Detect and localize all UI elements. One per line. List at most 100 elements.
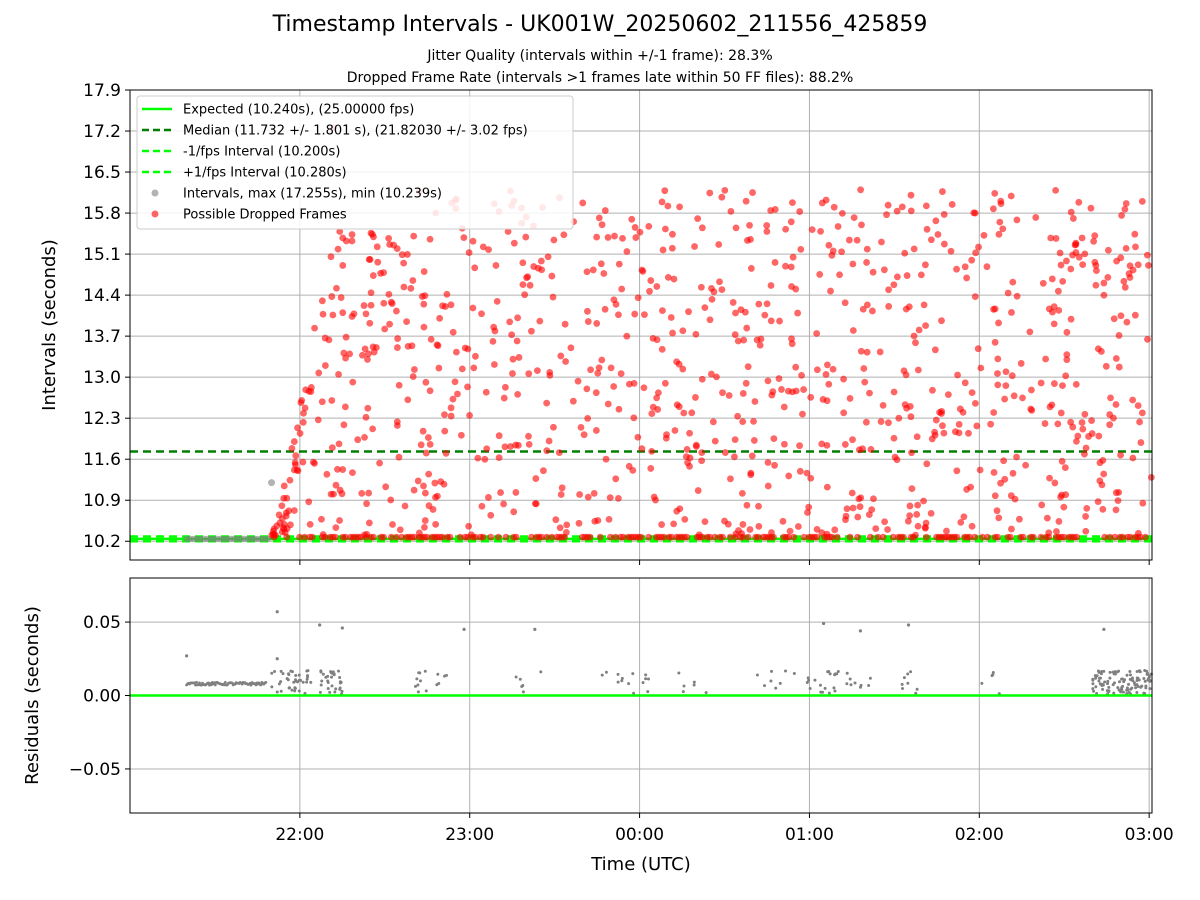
- residual-point: [1131, 679, 1135, 683]
- dropped-frame-point: [996, 218, 1004, 226]
- dropped-frame-point: [659, 307, 666, 315]
- dropped-frame-point: [912, 531, 919, 539]
- residual-point: [320, 679, 324, 683]
- dropped-frame-point: [1059, 382, 1066, 390]
- dropped-frame-point: [494, 533, 502, 541]
- dropped-frame-point: [392, 533, 400, 541]
- dropped-frame-point: [314, 416, 322, 424]
- dropped-frame-point: [863, 245, 871, 253]
- dropped-frame-point: [291, 459, 299, 466]
- dropped-frame-point: [296, 430, 304, 437]
- dropped-frame-point: [1058, 491, 1066, 499]
- dropped-frame-point: [831, 526, 839, 534]
- dropped-frame-point: [1010, 392, 1018, 400]
- dropped-frame-point: [879, 401, 887, 409]
- residual-point: [329, 670, 333, 674]
- dropped-frame-point: [433, 492, 441, 500]
- dropped-frame-point: [469, 237, 477, 245]
- dropped-frame-point: [1126, 533, 1134, 541]
- dropped-frame-point: [915, 326, 923, 334]
- dropped-frame-point: [782, 262, 789, 270]
- residual-point: [338, 686, 342, 690]
- dropped-frame-point: [1022, 461, 1030, 469]
- dropped-frame-point: [849, 436, 856, 444]
- dropped-frame-point: [365, 256, 373, 263]
- dropped-frame-point: [479, 533, 487, 541]
- dropped-frame-point: [592, 427, 600, 434]
- dropped-frame-point: [750, 417, 757, 425]
- dropped-frame-point: [725, 392, 733, 399]
- dropped-frame-point: [329, 311, 337, 319]
- dropped-frame-point: [922, 322, 929, 330]
- dropped-frame-point: [1096, 459, 1104, 467]
- dropped-frame-point: [840, 409, 848, 417]
- dropped-frame-point: [302, 386, 310, 394]
- dropped-frame-point: [400, 283, 408, 291]
- intervals-y-tick-label: 10.9: [83, 491, 121, 511]
- residual-point: [416, 690, 420, 694]
- dropped-frame-point: [829, 365, 837, 373]
- dropped-frame-point: [817, 227, 824, 235]
- dropped-frame-point: [751, 398, 759, 405]
- dropped-frame-point: [767, 317, 775, 325]
- dropped-frame-point: [994, 381, 1002, 389]
- residual-point: [334, 687, 338, 691]
- dropped-frame-point: [1008, 309, 1015, 316]
- dropped-frame-point: [927, 236, 935, 244]
- chart-title: Timestamp Intervals - UK001W_20250602_21…: [272, 12, 928, 37]
- dropped-frame-point: [327, 490, 335, 498]
- dropped-frame-point: [948, 201, 956, 208]
- dropped-frame-point: [787, 218, 795, 226]
- dropped-frame-point: [913, 511, 921, 518]
- dropped-frame-point: [823, 397, 831, 405]
- dropped-frame-point: [673, 358, 681, 366]
- dropped-frame-point: [447, 412, 455, 420]
- dropped-frame-point: [738, 489, 746, 497]
- residual-point: [646, 677, 650, 681]
- dropped-frame-point: [648, 447, 656, 455]
- intervals-y-tick-label: 12.3: [83, 409, 121, 429]
- dropped-frame-point: [361, 433, 368, 441]
- dropped-frame-point: [903, 272, 911, 279]
- dropped-frame-point: [334, 465, 341, 473]
- dropped-frame-point: [729, 299, 737, 306]
- dropped-frame-point: [579, 199, 587, 207]
- legend-box: [136, 95, 574, 230]
- dropped-frame-point: [807, 474, 815, 482]
- dropped-frame-point: [492, 262, 500, 269]
- residual-point: [1143, 679, 1147, 683]
- dropped-frame-point: [920, 301, 928, 309]
- residual-point: [413, 684, 417, 688]
- dropped-frame-point: [868, 506, 876, 514]
- residual-point: [198, 681, 201, 685]
- dropped-frame-point: [342, 533, 349, 541]
- dropped-frame-point: [782, 225, 790, 233]
- dropped-frame-point: [971, 399, 979, 407]
- residual-point: [1091, 687, 1095, 691]
- dropped-frame-point: [339, 309, 347, 317]
- dropped-frame-point: [270, 531, 278, 538]
- dropped-frame-point: [552, 516, 560, 524]
- interval-point: [268, 479, 276, 487]
- dropped-frame-point: [615, 494, 622, 502]
- dropped-frame-point: [563, 521, 571, 529]
- dropped-frame-point: [364, 404, 372, 412]
- residual-point: [319, 670, 323, 674]
- residual-point: [270, 685, 274, 689]
- dropped-frame-point: [764, 459, 772, 466]
- dropped-frame-point: [1048, 401, 1056, 409]
- dropped-frame-point: [953, 533, 961, 541]
- residual-point: [915, 687, 919, 691]
- residual-point: [792, 672, 796, 676]
- dropped-frame-point: [914, 522, 922, 530]
- dropped-frame-point: [380, 533, 388, 541]
- residual-point: [769, 669, 773, 673]
- residual-point: [828, 672, 832, 676]
- legend-label: +1/fps Interval (10.280s): [183, 166, 347, 181]
- dropped-frame-point: [374, 258, 382, 266]
- dropped-frame-point: [756, 341, 764, 349]
- dropped-frame-point: [337, 294, 345, 301]
- dropped-frame-point: [441, 303, 449, 310]
- residual-point: [620, 679, 624, 683]
- dropped-frame-point: [567, 344, 575, 352]
